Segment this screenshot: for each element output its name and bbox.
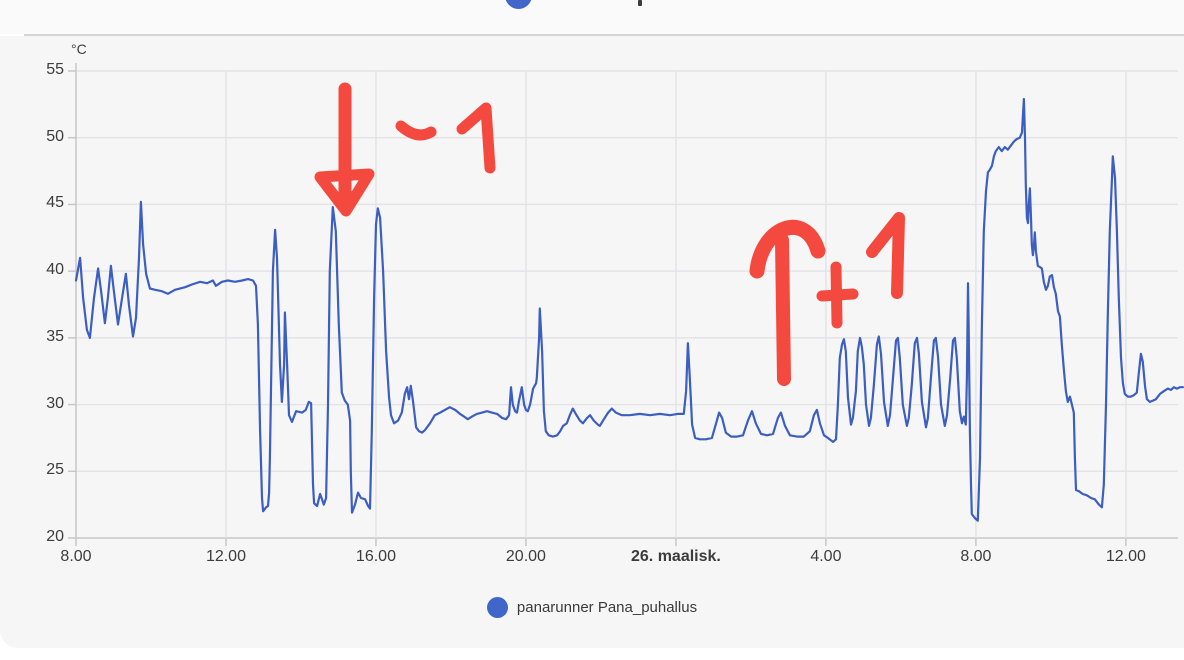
- x-tick-label: 4.00: [810, 548, 842, 565]
- x-tick-label: 12.00: [205, 548, 246, 565]
- legend-dot-icon: [486, 597, 508, 618]
- legend: panarunner Pana_puhallus: [0, 597, 1184, 618]
- y-tick-label: 35: [46, 327, 64, 345]
- clipped-header: [0, 0, 1184, 34]
- legend-item[interactable]: panarunner Pana_puhallus: [486, 597, 698, 618]
- clipped-legend-dot-icon: [505, 0, 532, 9]
- y-tick-label: 25: [46, 461, 64, 479]
- y-axis-unit-label: °C: [71, 41, 87, 57]
- divider: [24, 34, 1184, 36]
- y-tick-label: 50: [46, 127, 64, 145]
- y-tick-label: 55: [46, 61, 64, 78]
- y-tick-label: 20: [46, 528, 64, 545]
- y-tick-label: 45: [46, 194, 64, 212]
- clipped-text-fragment: [638, 0, 642, 6]
- x-tick-label: 20.00: [505, 548, 546, 565]
- legend-label: panarunner Pana_puhallus: [516, 599, 698, 616]
- x-tick-label: 12.00: [1105, 548, 1146, 565]
- x-tick-label: 16.00: [355, 548, 396, 565]
- x-tick-label: 26. maalisk.: [631, 548, 721, 565]
- x-tick-label: 8.00: [60, 548, 92, 565]
- x-tick-label: 8.00: [960, 548, 992, 565]
- y-tick-label: 40: [46, 261, 64, 279]
- y-tick-label: 30: [46, 394, 64, 412]
